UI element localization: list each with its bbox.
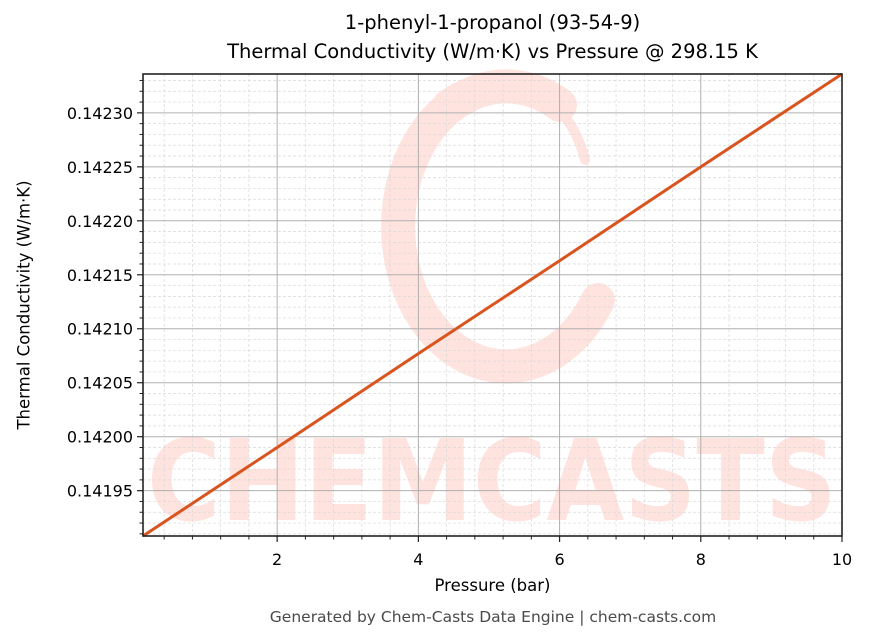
x-axis-ticks: 2 4 6 8 10 [163,536,852,569]
major-gridlines [143,74,842,536]
watermark-swirl-icon [381,69,615,384]
x-tick-label: 8 [696,550,706,569]
chart-title-compound: 1-phenyl-1-propanol (93-54-9) [344,11,641,34]
y-tick-label: 0.14215 [67,266,133,285]
y-tick-label: 0.14220 [67,212,133,231]
y-tick-label: 0.14205 [67,374,133,393]
data-series-line [142,72,843,538]
axes-frame [142,73,843,537]
chart-title-property: Thermal Conductivity (W/m·K) vs Pressure… [227,40,758,63]
y-tick-label: 0.14225 [67,158,133,177]
watermark-logo: CHEMCASTS [147,69,837,547]
watermark-text: CHEMCASTS [147,417,837,547]
y-tick-label: 0.14200 [67,428,133,447]
x-tick-label: 6 [554,550,564,569]
x-tick-label: 4 [413,550,423,569]
series-line [142,72,843,538]
minor-gridlines [143,74,842,536]
y-axis-ticks: 0.14195 0.14200 0.14205 0.14210 0.14215 0.142… [67,79,143,535]
y-tick-label: 0.14195 [67,482,133,501]
y-tick-label: 0.14210 [67,320,133,339]
x-tick-label: 2 [272,550,282,569]
x-tick-label: 10 [832,550,852,569]
footer-credit: Generated by Chem-Casts Data Engine | ch… [269,608,717,626]
x-axis-label: Pressure (bar) [434,576,551,595]
y-tick-label: 0.14230 [67,104,133,123]
y-axis-label: Thermal Conductivity (W/m·K) [14,180,34,430]
